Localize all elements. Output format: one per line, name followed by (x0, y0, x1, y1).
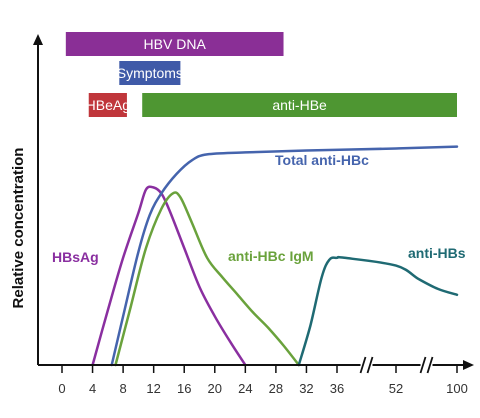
bar-hbeag (88, 93, 127, 117)
axis-break-icon (359, 356, 374, 374)
x-tick-label-36: 36 (330, 381, 344, 396)
series-labels: HBsAg anti-HBc IgM Total anti-HBc anti-HBs (52, 152, 466, 265)
series-line-anti-hbs (297, 255, 459, 367)
x-tick-label-32: 32 (299, 381, 313, 396)
y-axis-label: Relative concentration (10, 148, 27, 309)
bar-symptoms (119, 61, 181, 85)
x-tick-label-8: 8 (119, 381, 126, 396)
x-ticks: 0 4 8 12 16 20 24 28 32 36 52 100 (58, 356, 468, 396)
bar-label-hbv-dna: HBV DNA (144, 36, 207, 52)
series-layer (91, 145, 459, 367)
x-axis-arrow-icon (463, 360, 474, 370)
bar-label-hbeag: HBeAg (86, 97, 130, 113)
x-tick-label-4: 4 (89, 381, 96, 396)
x-tick-label-100: 100 (446, 381, 468, 396)
series-label-hbsag: HBsAg (52, 249, 99, 265)
series-label-total-anti-hbc: Total anti-HBc (275, 152, 369, 168)
series-line-anti-hbc-igm (114, 191, 301, 367)
axes (33, 34, 474, 370)
series-label-anti-hbs: anti-HBs (408, 245, 466, 261)
bar-label-symptoms: Symptoms (117, 65, 183, 81)
x-tick-label-16: 16 (177, 381, 191, 396)
x-tick-label-0: 0 (58, 381, 65, 396)
x-tick-label-24: 24 (238, 381, 252, 396)
x-tick-label-28: 28 (269, 381, 283, 396)
x-tick-label-52: 52 (389, 381, 403, 396)
y-axis-arrow-icon (33, 34, 43, 45)
bar-label-anti-hbe: anti-HBe (272, 97, 327, 113)
axis-break-icon (419, 356, 434, 374)
x-tick-label-12: 12 (146, 381, 160, 396)
bar-anti-hbe (142, 93, 458, 117)
series-label-anti-hbc-igm: anti-HBc IgM (228, 248, 314, 264)
series-line-total-anti-hbc (110, 145, 459, 367)
bars-layer: HBV DNA Symptoms HBeAg anti-HBe (65, 32, 458, 117)
x-tick-label-20: 20 (208, 381, 222, 396)
bar-hbv-dna (65, 32, 284, 56)
